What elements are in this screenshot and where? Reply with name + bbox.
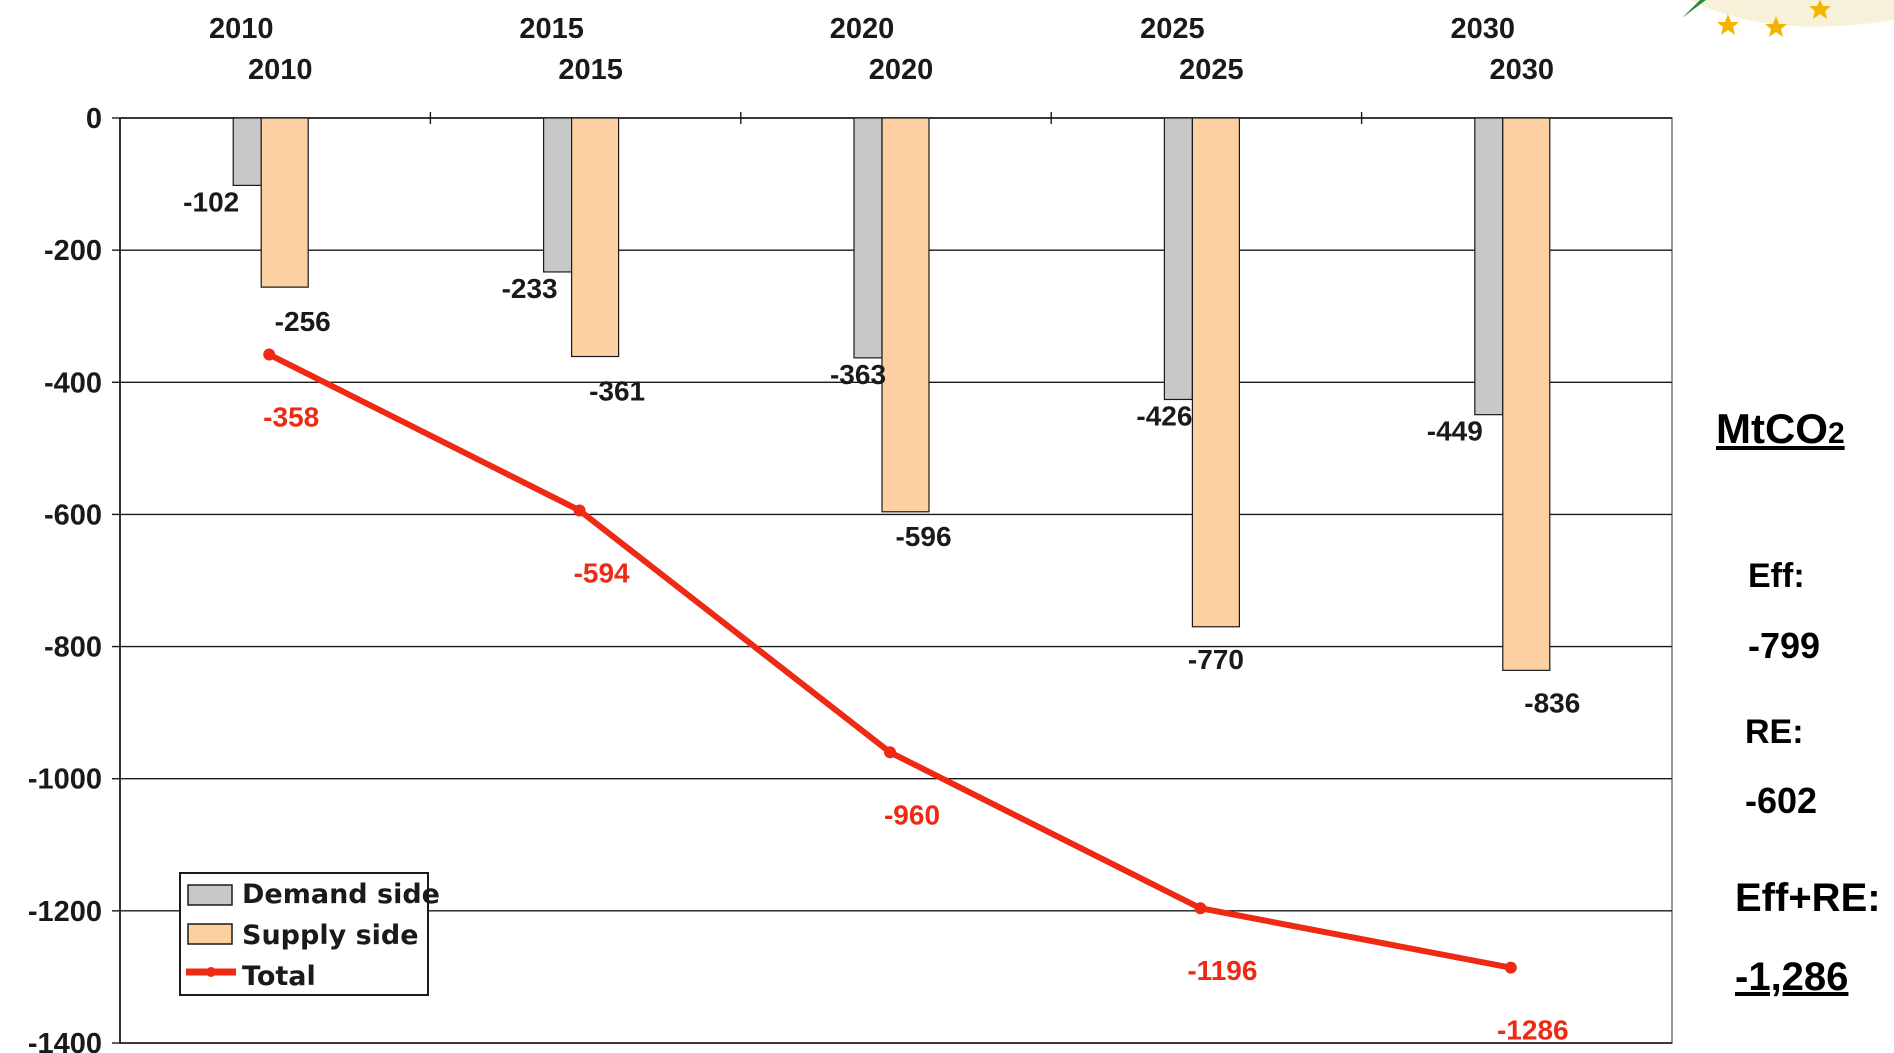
bar-demand-side xyxy=(853,117,883,359)
total-line-series xyxy=(263,348,1517,974)
x-tick-label-secondary: 2010 xyxy=(248,54,313,86)
y-axis-ticks: 0 -200 -400 -600 -800 -1000 -1200 -1400 xyxy=(28,103,120,1053)
legend-label-demand: Demand side xyxy=(242,879,440,910)
eu-stars-logo-icon xyxy=(1682,0,1894,37)
data-label-demand: -426 xyxy=(1136,400,1192,431)
unit-main: MtCO xyxy=(1716,405,1828,452)
data-labels: -102 -256 -233 -361 -363 -596 -426 -770 -449 -836… xyxy=(183,186,1580,1045)
x-tick-label-secondary: 2020 xyxy=(869,54,934,86)
data-label-supply: -770 xyxy=(1188,644,1244,675)
y-tick-label: -800 xyxy=(44,632,102,664)
bar-demand-side xyxy=(1474,117,1504,416)
x-tick-label: 2020 xyxy=(830,13,895,45)
eff-re-sum-label: Eff+RE: xyxy=(1735,876,1881,920)
eff-re-sum-value: -1,286 xyxy=(1735,955,1849,999)
bar-demand-side xyxy=(232,117,262,186)
data-label-total: -960 xyxy=(884,799,940,830)
x-tick-label: 2030 xyxy=(1451,13,1516,45)
x-tick-label-secondary: 2030 xyxy=(1490,54,1555,86)
legend-marker-total xyxy=(206,967,216,977)
x-tick-label-secondary: 2025 xyxy=(1179,54,1244,86)
star-icon xyxy=(1809,0,1831,19)
legend-label-supply: Supply side xyxy=(242,920,419,951)
y-tick-label: -1400 xyxy=(28,1028,102,1053)
data-label-total: -1286 xyxy=(1497,1015,1569,1046)
data-label-supply: -836 xyxy=(1524,687,1580,718)
bar-demand-side xyxy=(542,117,573,273)
bar-demand-side xyxy=(1163,117,1194,401)
eff-value: -799 xyxy=(1748,625,1821,666)
legend-label-total: Total xyxy=(242,961,316,992)
point-total xyxy=(573,504,586,517)
data-label-supply: -256 xyxy=(275,306,331,337)
data-label-total: -594 xyxy=(574,557,630,588)
unit-subscript: 2 xyxy=(1827,417,1845,450)
re-label: RE: xyxy=(1745,713,1804,751)
unit-label: MtCO2 xyxy=(1716,405,1845,453)
data-label-supply: -361 xyxy=(589,376,645,407)
point-total xyxy=(884,746,896,759)
data-label-demand: -102 xyxy=(183,186,239,217)
bar-supply-side xyxy=(570,117,620,358)
bar-supply-side xyxy=(1502,117,1551,671)
data-label-total: -358 xyxy=(263,402,319,433)
data-label-demand: -233 xyxy=(502,273,558,304)
y-tick-label: -1000 xyxy=(28,764,102,796)
star-icon xyxy=(1717,14,1739,35)
legend-swatch-supply xyxy=(187,923,233,945)
eff-label: Eff: xyxy=(1748,557,1805,595)
re-value: -602 xyxy=(1745,780,1818,821)
x-axis-ticks: 2010 2010 2015 2015 2020 2020 2025 2025 2030 2030 xyxy=(209,13,1554,124)
y-tick-label: -200 xyxy=(44,235,102,267)
point-total xyxy=(1194,902,1207,915)
bar-supply-side xyxy=(1191,117,1241,628)
summary-panel: MtCO2 Eff: -799 RE: -602 Eff+RE: -1,286 xyxy=(1700,0,1894,1053)
y-tick-label: -1200 xyxy=(28,896,102,928)
point-total xyxy=(1504,961,1517,974)
bar-supply-side xyxy=(881,117,930,513)
bar-supply-side xyxy=(260,117,309,288)
y-tick-label: -400 xyxy=(44,367,102,399)
data-label-total: -1196 xyxy=(1187,955,1257,986)
y-tick-label: -600 xyxy=(44,499,102,531)
star-icon xyxy=(1765,16,1787,37)
data-label-demand: -363 xyxy=(830,359,886,390)
x-tick-label-secondary: 2015 xyxy=(558,54,623,86)
point-total xyxy=(263,348,276,361)
x-tick-label: 2010 xyxy=(209,13,274,45)
y-tick-label: 0 xyxy=(86,103,102,135)
x-tick-label: 2025 xyxy=(1140,13,1205,45)
data-label-supply: -596 xyxy=(895,521,951,552)
bar-series xyxy=(232,117,1551,671)
legend-swatch-demand xyxy=(187,884,233,906)
x-tick-label: 2015 xyxy=(519,13,584,45)
legend: Demand side Supply side Total xyxy=(179,872,440,996)
data-label-demand: -449 xyxy=(1427,416,1483,447)
